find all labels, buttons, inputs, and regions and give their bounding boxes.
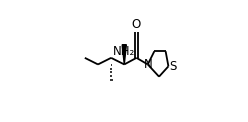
- Text: S: S: [169, 60, 177, 73]
- Text: N: N: [143, 58, 152, 71]
- Polygon shape: [122, 45, 126, 64]
- Text: O: O: [132, 18, 141, 31]
- Text: NH₂: NH₂: [113, 45, 135, 58]
